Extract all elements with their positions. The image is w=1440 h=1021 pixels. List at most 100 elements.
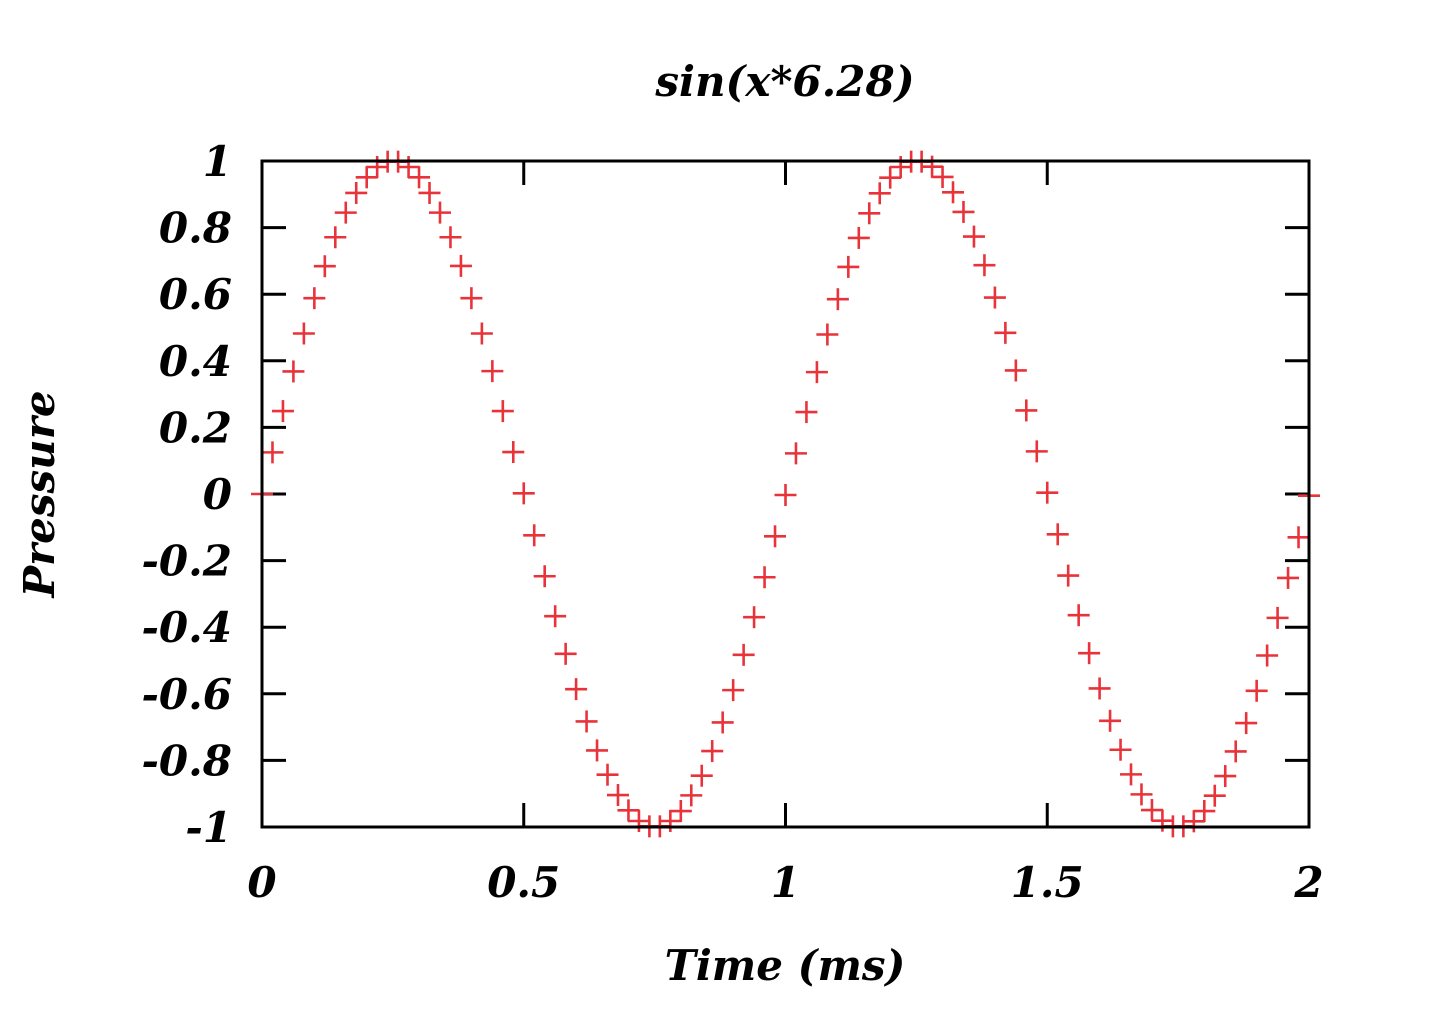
data-point xyxy=(868,182,891,205)
data-point xyxy=(1203,784,1226,807)
data-point xyxy=(1193,800,1216,823)
data-point xyxy=(565,678,588,701)
data-point xyxy=(942,181,965,204)
x-axis-label: Time (ms) xyxy=(665,941,906,990)
data-point xyxy=(460,287,483,310)
y-axis-label: Pressure xyxy=(15,390,64,598)
data-point xyxy=(1099,709,1122,732)
data-point xyxy=(1120,763,1143,786)
data-point xyxy=(366,155,389,178)
data-point xyxy=(1046,523,1069,546)
data-point xyxy=(1256,644,1279,667)
data-point xyxy=(261,441,284,464)
data-point xyxy=(1287,526,1310,549)
data-point xyxy=(1140,799,1163,822)
data-point xyxy=(784,442,807,465)
data-point xyxy=(858,202,881,225)
x-tick-label: 1.5 xyxy=(1011,858,1084,907)
data-point xyxy=(732,643,755,666)
data-point xyxy=(1130,783,1153,806)
x-tick-label: 0 xyxy=(247,858,276,907)
data-point xyxy=(586,739,609,762)
data-point xyxy=(669,800,692,823)
data-point xyxy=(952,200,975,223)
data-point xyxy=(449,254,472,277)
data-point xyxy=(533,565,556,588)
data-point xyxy=(282,360,305,383)
data-point xyxy=(816,323,839,346)
data-point xyxy=(680,784,703,807)
plot-frame xyxy=(260,159,1311,829)
data-point xyxy=(313,255,336,278)
data-point xyxy=(1266,606,1289,629)
data-point xyxy=(1182,810,1205,833)
x-tick-label: 2 xyxy=(1293,858,1323,907)
y-tick-label: -1 xyxy=(185,803,232,852)
data-point xyxy=(921,155,944,178)
data-point xyxy=(397,155,420,178)
data-point xyxy=(774,483,797,506)
data-point xyxy=(847,226,870,249)
y-tick-label: 1 xyxy=(203,137,232,186)
data-point xyxy=(408,166,431,189)
data-point xyxy=(753,566,776,589)
data-point xyxy=(973,254,996,277)
data-point xyxy=(962,225,985,248)
x-tick-label: 1 xyxy=(771,858,800,907)
y-tick-label: -0.2 xyxy=(141,537,232,586)
y-tick-label: -0.8 xyxy=(141,736,232,785)
y-tick-label: 0.6 xyxy=(159,270,232,319)
data-point xyxy=(701,740,724,763)
data-series xyxy=(251,150,1320,838)
data-point xyxy=(439,226,462,249)
data-point xyxy=(826,288,849,311)
data-point xyxy=(743,606,766,629)
data-point xyxy=(334,201,357,224)
data-point xyxy=(1067,604,1090,627)
data-point xyxy=(659,810,682,833)
data-point xyxy=(1078,642,1101,665)
data-point xyxy=(1088,677,1111,700)
data-point xyxy=(617,799,640,822)
data-point xyxy=(554,642,577,665)
data-point xyxy=(1015,399,1038,422)
data-point xyxy=(627,810,650,833)
data-point xyxy=(837,255,860,278)
data-point xyxy=(1109,738,1132,761)
data-point xyxy=(544,605,567,628)
data-point xyxy=(303,287,326,310)
y-tick-label: 0.2 xyxy=(159,403,232,452)
data-point xyxy=(889,155,912,178)
axis-ticks: 1 0.8 0.6 0.4 0.2 0 -0.2 -0.4 -0.6 -0.8 -1 0 0.5 1 1.5… xyxy=(141,137,1323,907)
data-point xyxy=(1057,564,1080,587)
data-point xyxy=(1036,481,1059,504)
data-point xyxy=(502,441,525,464)
y-tick-label: -0.6 xyxy=(141,670,232,719)
data-point xyxy=(355,166,378,189)
data-point xyxy=(1245,679,1268,702)
data-point xyxy=(575,710,598,733)
data-point xyxy=(1277,566,1300,589)
data-point xyxy=(418,181,441,204)
data-point xyxy=(512,482,535,505)
data-point xyxy=(879,166,902,189)
data-point xyxy=(428,201,451,224)
data-point xyxy=(983,286,1006,309)
data-point xyxy=(606,784,629,807)
data-point xyxy=(292,322,315,345)
chart-title: sin(x*6.28) xyxy=(654,57,914,106)
data-point xyxy=(994,321,1017,344)
x-tick-label: 0.5 xyxy=(487,858,560,907)
data-point xyxy=(324,226,347,249)
data-point xyxy=(271,400,294,423)
data-point xyxy=(1025,440,1048,463)
data-point xyxy=(596,763,619,786)
data-point xyxy=(491,400,514,423)
data-point xyxy=(1214,765,1237,788)
data-point xyxy=(711,711,734,734)
data-point xyxy=(764,525,787,548)
y-tick-label: 0.8 xyxy=(159,204,232,253)
y-tick-label: 0 xyxy=(203,470,232,519)
data-point xyxy=(805,361,828,384)
